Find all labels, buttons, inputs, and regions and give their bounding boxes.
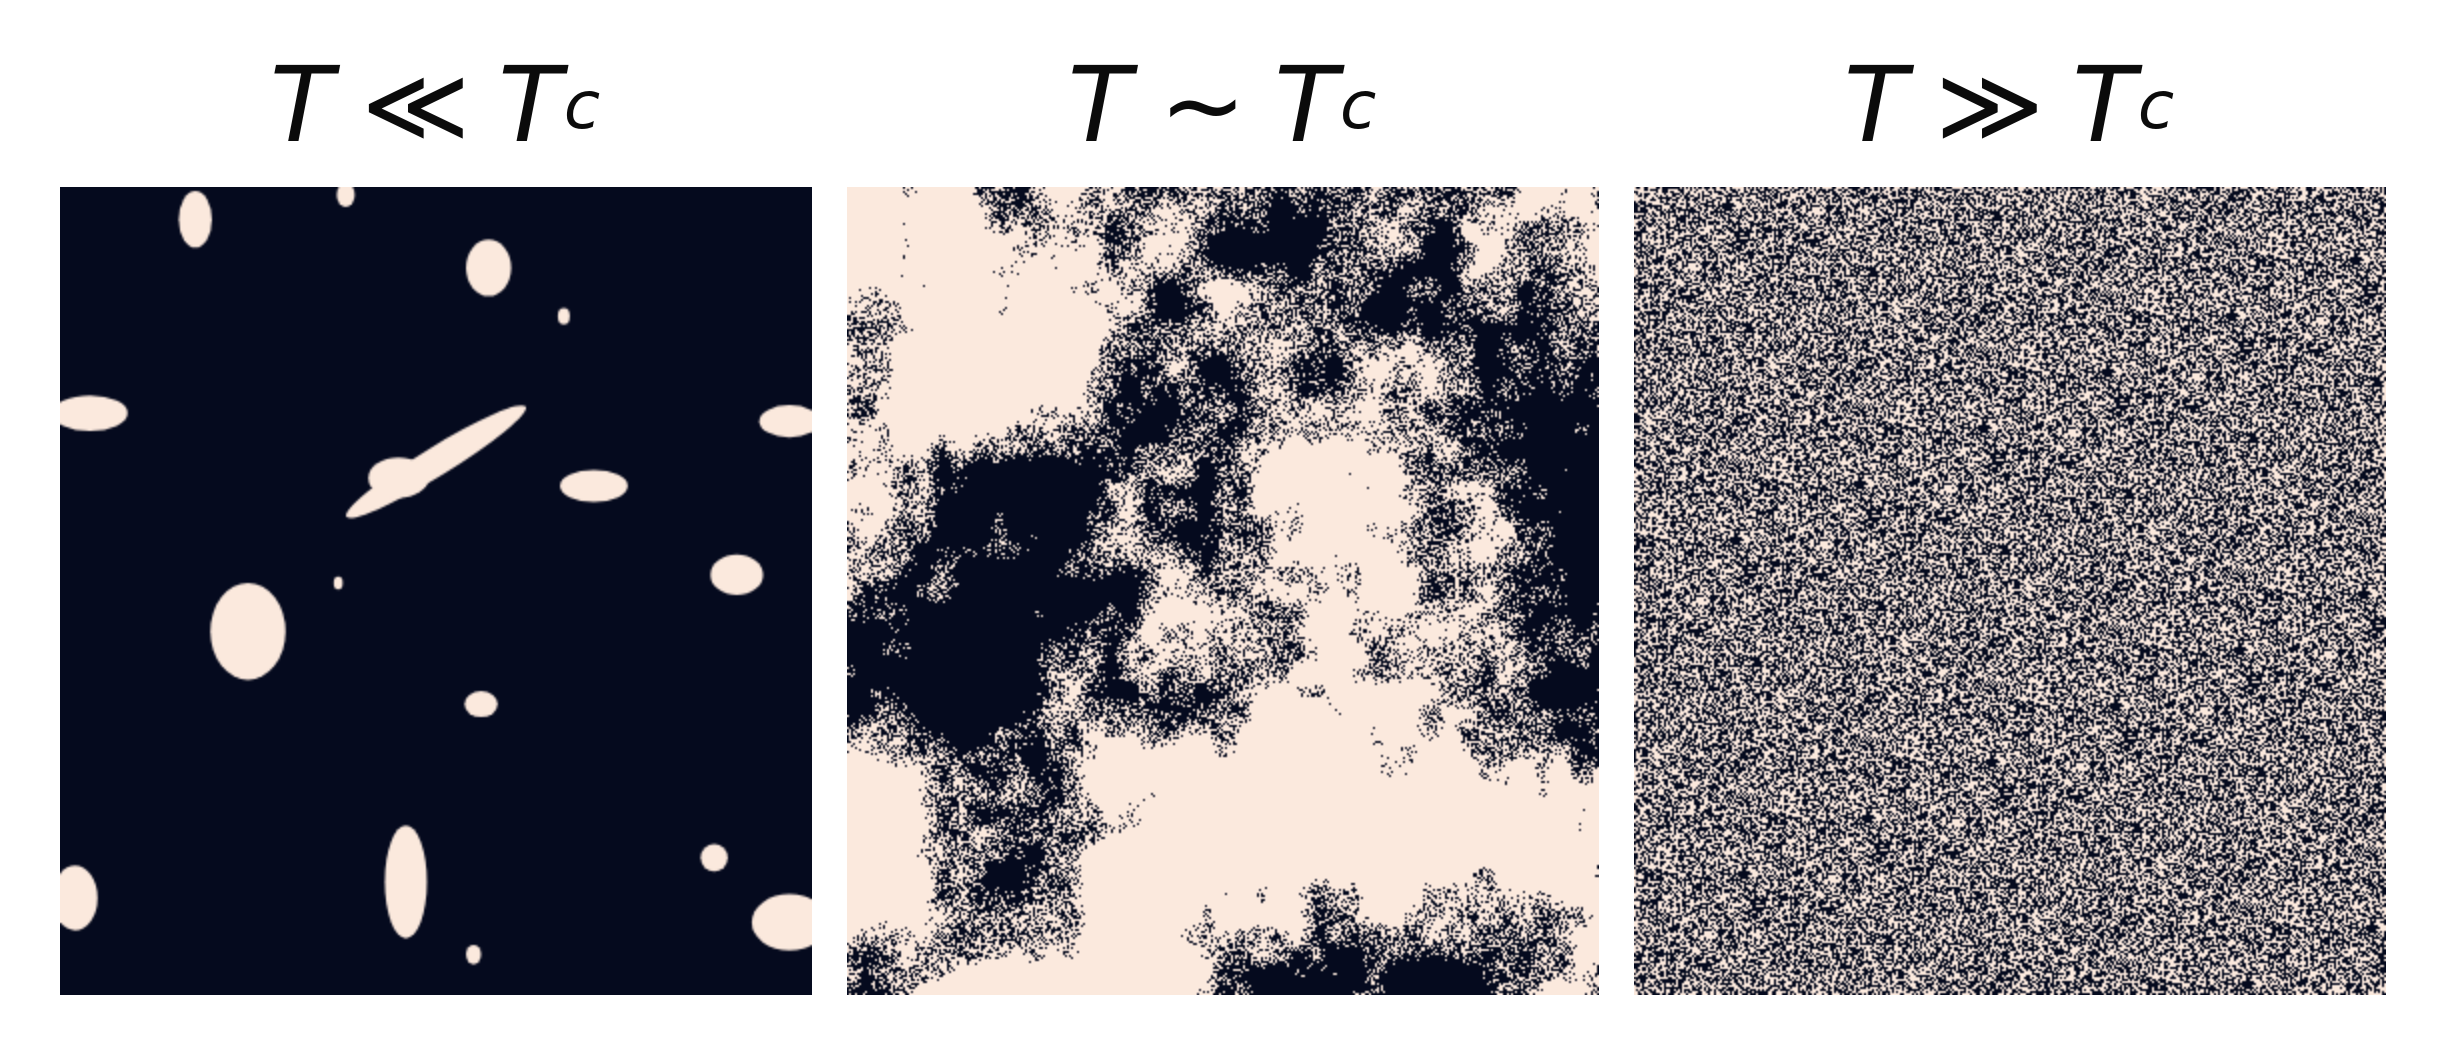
title-relation-similar: ~: [1159, 44, 1249, 166]
title-subscript-c: c: [563, 66, 603, 144]
title-symbol-t: T: [269, 44, 336, 166]
ising-lattice-ordered-phase: [60, 187, 812, 995]
title-symbol-t: T: [2072, 44, 2138, 166]
ising-lattice-disordered-phase: [1634, 187, 2386, 995]
title-symbol-t: T: [1067, 44, 1134, 166]
title-relation-much-less: ≪: [361, 44, 473, 166]
title-symbol-t: T: [498, 44, 564, 166]
title-symbol-t: T: [1274, 44, 1340, 166]
title-relation-much-greater: ≫: [1935, 44, 2047, 166]
ising-lattice-critical-phase: [847, 187, 1599, 995]
title-symbol-t: T: [1843, 44, 1910, 166]
title-subscript-c: c: [2137, 66, 2177, 144]
title-subscript-c: c: [1339, 66, 1379, 144]
